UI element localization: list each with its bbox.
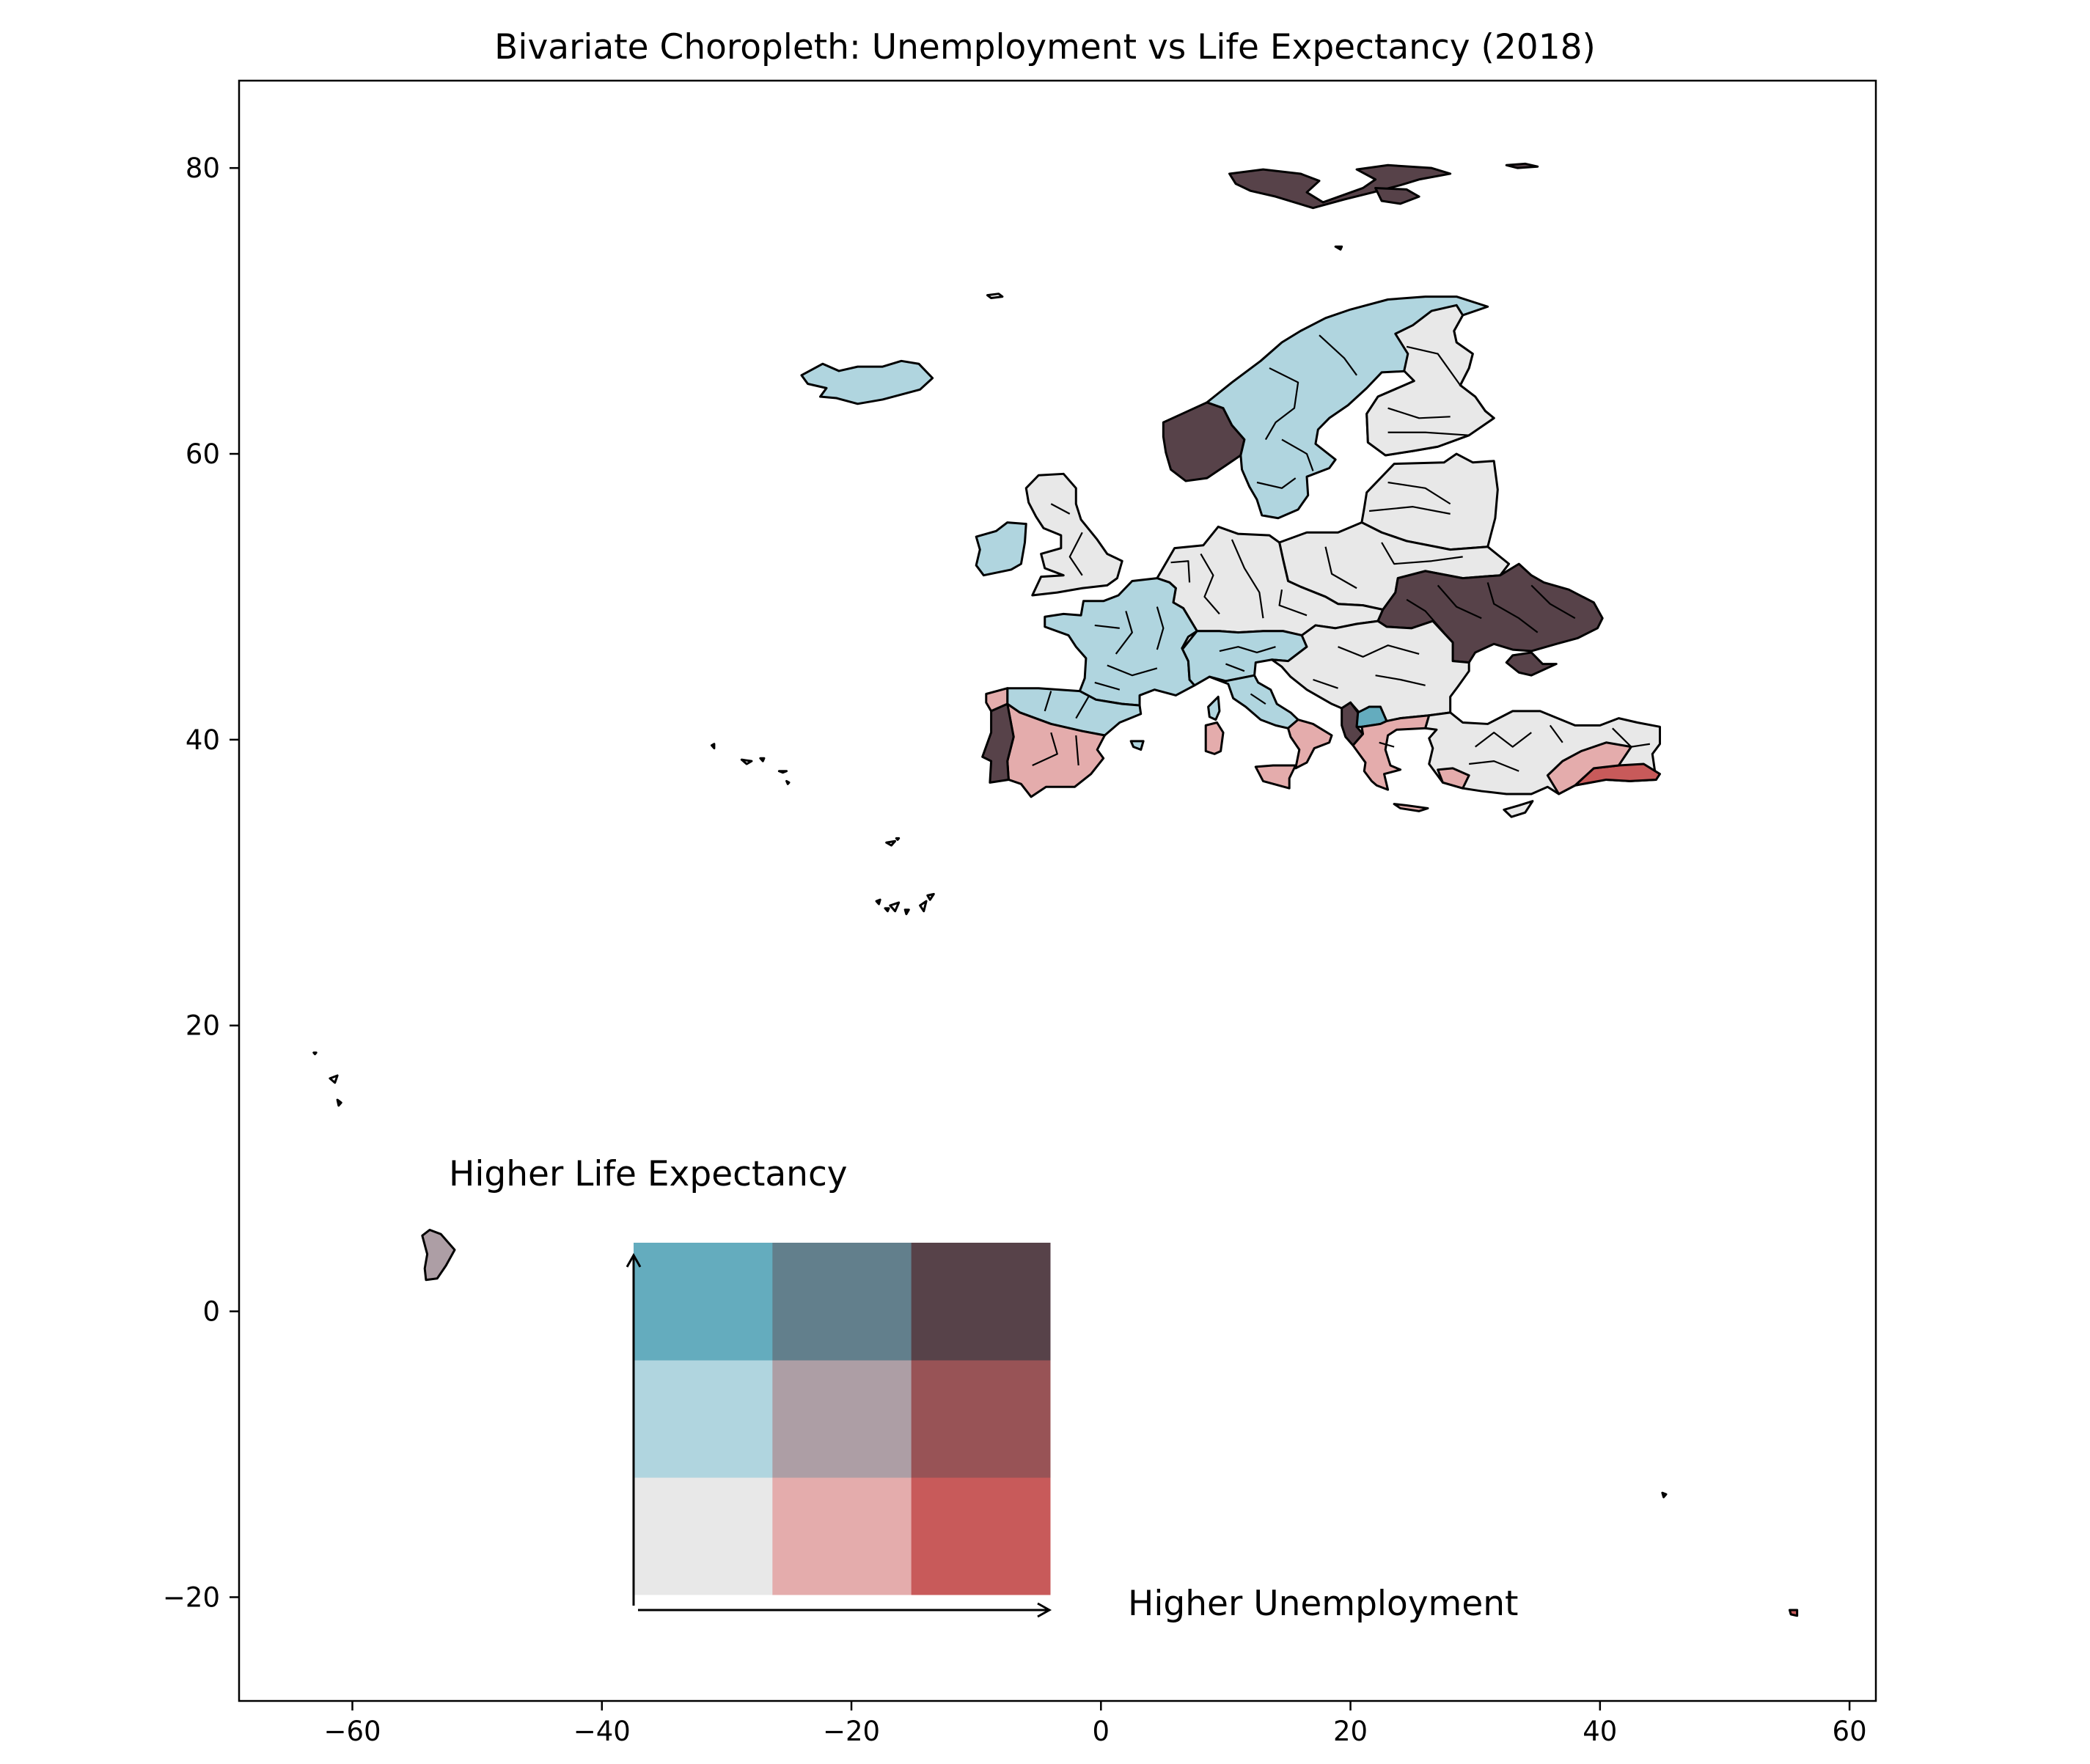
region-turkey-west <box>1438 768 1470 788</box>
y-tick-label: 40 <box>186 724 220 756</box>
legend-cell <box>772 1477 912 1595</box>
legend-y-label: Higher Life Expectancy <box>449 1154 848 1194</box>
region-canary <box>928 894 934 900</box>
region-azores <box>741 760 752 764</box>
legend-y-arrowhead <box>626 1252 642 1268</box>
region-svalbard <box>1506 163 1538 168</box>
y-tick-label: 60 <box>186 438 220 470</box>
region-canary <box>920 901 927 911</box>
region-ireland <box>976 523 1026 576</box>
region-balearic <box>1131 741 1143 750</box>
region-canary <box>890 903 899 911</box>
x-axis: −60 −40 −20 0 20 40 60 <box>323 1701 1867 1747</box>
region-iceland <box>802 361 933 403</box>
region-svalbard <box>1230 165 1451 207</box>
legend-cell <box>634 1360 773 1478</box>
region-french-guiana <box>422 1230 455 1279</box>
region-turkey-central <box>1547 743 1631 794</box>
region-guadeloupe <box>330 1076 337 1083</box>
legend-cell <box>634 1243 773 1361</box>
region-italy-north <box>1209 675 1298 728</box>
region-italy-south <box>1288 720 1332 768</box>
y-tick-label: −20 <box>163 1581 220 1613</box>
region-canary <box>905 910 909 914</box>
region-canary <box>885 908 889 911</box>
region-azores <box>779 771 786 773</box>
map-layer <box>314 163 1797 1615</box>
y-tick-label: 80 <box>186 152 220 184</box>
x-tick-label: −40 <box>573 1716 631 1747</box>
legend-cell <box>772 1243 912 1361</box>
region-jan-mayen <box>987 294 1002 298</box>
x-tick-label: 0 <box>1093 1716 1110 1747</box>
region-crete <box>1394 804 1428 812</box>
region-greece <box>1353 716 1429 790</box>
region-borders <box>1033 335 1650 771</box>
region-crimea <box>1506 653 1556 675</box>
region-saint-martin <box>314 1053 316 1054</box>
x-tick-label: 20 <box>1333 1716 1368 1747</box>
x-tick-label: 60 <box>1833 1716 1867 1747</box>
region-mayotte <box>1662 1493 1666 1497</box>
legend-cell <box>911 1360 1051 1478</box>
x-tick-label: −60 <box>323 1716 381 1747</box>
y-tick-label: 20 <box>186 1010 220 1042</box>
x-tick-label: −20 <box>823 1716 880 1747</box>
region-bear-island <box>1335 246 1342 249</box>
legend-cell <box>772 1360 912 1478</box>
chart-title: Bivariate Choropleth: Unemployment vs Li… <box>494 27 1596 67</box>
region-finland <box>1367 305 1495 455</box>
region-madeira <box>896 838 898 839</box>
region-reunion <box>1789 1610 1797 1616</box>
x-tick-label: 40 <box>1583 1716 1617 1747</box>
legend-cell <box>911 1477 1051 1595</box>
plot-frame <box>238 79 1877 1702</box>
region-sicily <box>1255 765 1295 788</box>
legend-x-arrowhead <box>1037 1602 1052 1618</box>
region-france <box>1045 578 1198 705</box>
region-corsica <box>1209 697 1220 719</box>
region-azores <box>787 781 789 784</box>
region-azores <box>711 744 714 749</box>
region-martinique <box>337 1100 341 1106</box>
bivariate-legend <box>634 1243 1051 1595</box>
y-tick-label: 0 <box>202 1296 220 1328</box>
legend-arrows <box>626 1252 1052 1618</box>
region-britain <box>1026 474 1122 595</box>
legend-x-label: Higher Unemployment <box>1128 1584 1518 1624</box>
region-portugal <box>983 704 1014 782</box>
region-sardinia <box>1206 722 1223 754</box>
region-svalbard <box>1376 188 1420 203</box>
region-cyprus <box>1504 801 1533 817</box>
region-madeira <box>887 841 895 845</box>
legend-cell <box>911 1243 1051 1361</box>
region-canary <box>876 900 880 904</box>
legend-cell <box>634 1477 773 1595</box>
region-azores <box>760 758 764 761</box>
y-axis: −20 0 20 40 60 80 <box>163 152 239 1613</box>
